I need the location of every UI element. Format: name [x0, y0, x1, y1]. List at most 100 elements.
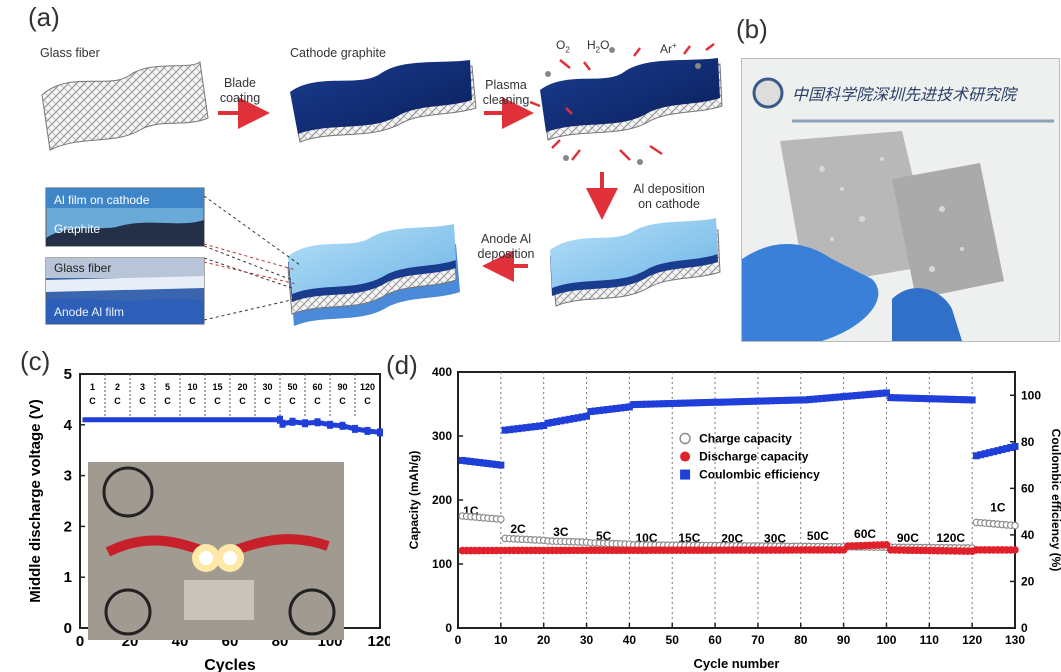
- ce-point: [651, 400, 659, 408]
- rate-unit-label: C: [314, 396, 321, 406]
- rate-unit-label: C: [339, 396, 346, 406]
- ce-point: [583, 412, 591, 420]
- ce-point: [608, 405, 616, 413]
- y-tick-label: 0: [445, 621, 452, 635]
- ce-point: [595, 407, 603, 415]
- rate-number-label: 3: [140, 382, 145, 392]
- legend-marker-ce: [680, 469, 691, 480]
- particle-dots: [545, 47, 701, 165]
- y-axis-label: Capacity (mAh/g): [407, 451, 421, 550]
- ce-point: [745, 397, 753, 405]
- rate-unit-label: C: [164, 396, 171, 406]
- voltage-point: [364, 426, 371, 435]
- panel-label-b: (b): [736, 14, 768, 44]
- discharge-point: [882, 541, 891, 549]
- inset-top-photo: [45, 187, 205, 247]
- ce-point: [591, 407, 599, 415]
- ce-point: [955, 396, 963, 404]
- charge-point: [497, 515, 505, 524]
- label-h2o: H2O: [587, 38, 610, 55]
- label-glass-fiber: Glass fiber: [40, 46, 100, 60]
- ce-point: [677, 399, 685, 407]
- ce-point: [514, 425, 522, 433]
- glass-fiber-sheet: [41, 61, 209, 151]
- y2-tick-label: 80: [1021, 435, 1035, 449]
- ce-point: [917, 394, 925, 402]
- y-tick-label: 5: [64, 366, 72, 383]
- series-discharge-capacity: [458, 541, 1019, 555]
- ce-point: [754, 397, 762, 405]
- ce-point: [882, 389, 890, 397]
- rate-label: 90C: [897, 531, 919, 545]
- ce-point: [655, 400, 663, 408]
- ce-point: [548, 418, 556, 426]
- ce-point: [694, 399, 702, 407]
- ce-point: [574, 414, 582, 422]
- panel-label-c: (c): [20, 346, 51, 376]
- ce-point: [951, 395, 959, 403]
- rate-number-label: 5: [165, 382, 170, 392]
- label-al-deposition: Al deposition on cathode: [633, 182, 705, 211]
- ce-point: [604, 405, 612, 413]
- ce-point: [977, 451, 985, 459]
- ce-point: [647, 400, 655, 408]
- y-tick-label: 0: [64, 620, 72, 637]
- ce-point: [972, 452, 980, 460]
- y-tick-label: 4: [64, 417, 73, 434]
- ce-point: [942, 395, 950, 403]
- ce-point: [810, 395, 818, 403]
- ce-point: [981, 450, 989, 458]
- ce-point: [664, 400, 672, 408]
- ce-point: [775, 397, 783, 405]
- ce-point: [895, 394, 903, 402]
- ce-point: [840, 393, 848, 401]
- ce-point: [801, 396, 809, 404]
- ce-point: [1007, 444, 1015, 452]
- voltage-point: [327, 420, 333, 429]
- voltage-point: [377, 428, 383, 437]
- ce-point: [921, 395, 929, 403]
- ce-point: [681, 399, 689, 407]
- ce-point: [724, 398, 732, 406]
- legend-marker-discharge: [680, 451, 691, 462]
- inset-bottom-photo: [45, 257, 205, 325]
- legend-label-charge: Charge capacity: [699, 432, 792, 446]
- ce-point: [861, 391, 869, 399]
- cathode-graphite-sheet: [290, 60, 477, 143]
- legend-label-ce: Coulombic efficiency: [699, 468, 820, 482]
- x-tick-label: 100: [876, 633, 896, 647]
- ce-point: [531, 423, 539, 431]
- ce-point: [870, 390, 878, 398]
- x-tick-label: 40: [623, 633, 637, 647]
- ce-point: [523, 424, 531, 432]
- rate-number-label: 60: [312, 382, 322, 392]
- rate-label: 20C: [721, 531, 743, 545]
- led-photo-illustration: [88, 462, 344, 640]
- ce-point: [762, 397, 770, 405]
- ce-point: [891, 394, 899, 402]
- ce-point: [544, 419, 552, 427]
- rate-number-label: 20: [237, 382, 247, 392]
- x-tick-label: 0: [76, 633, 84, 650]
- ce-point: [660, 400, 668, 408]
- ce-point: [488, 460, 496, 468]
- rate-unit-label: C: [264, 396, 271, 406]
- rate-number-label: 50: [287, 382, 297, 392]
- chart-capacity: 0 10 20 30 40 50 60 70 80 90 100 110 120 130010020030…: [407, 365, 1061, 671]
- ce-point: [780, 396, 788, 404]
- plasma-cleaned-sheet: [540, 58, 723, 141]
- photo-panel-b: 中国科学院深圳先进技术研究院: [741, 58, 1060, 342]
- rate-label: 3C: [553, 525, 569, 539]
- ce-point: [912, 394, 920, 402]
- voltage-point: [289, 417, 296, 426]
- x-tick-label: 90: [837, 633, 851, 647]
- rate-unit-label: C: [139, 396, 146, 406]
- ce-point: [831, 393, 839, 401]
- x-tick-label: 70: [751, 633, 765, 647]
- label-plasma-cleaning: Plasma cleaning: [482, 78, 530, 107]
- ce-point: [822, 394, 830, 402]
- label-ar: Ar+: [660, 41, 677, 56]
- ce-point: [685, 399, 693, 407]
- ce-point: [797, 396, 805, 404]
- ce-point: [960, 396, 968, 404]
